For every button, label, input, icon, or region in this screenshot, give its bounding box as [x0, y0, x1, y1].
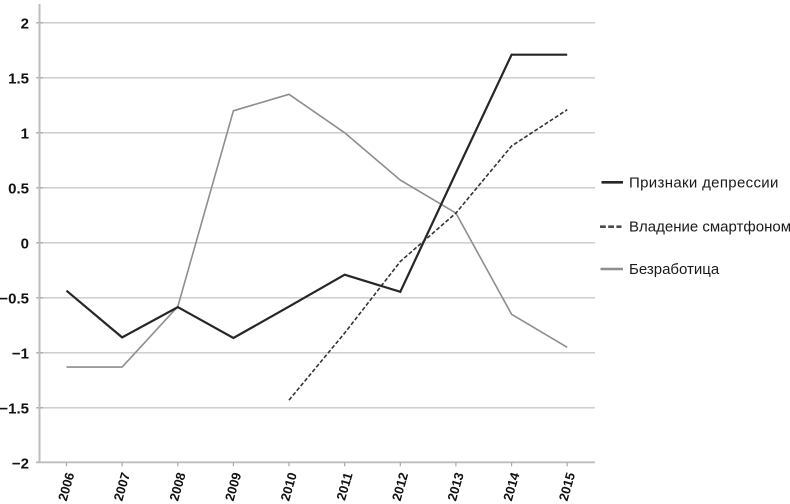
- svg-text:2011: 2011: [333, 471, 355, 502]
- svg-text:Владение смартфоном: Владение смартфоном: [629, 219, 790, 236]
- svg-text:0.5: 0.5: [8, 181, 29, 198]
- svg-text:1: 1: [21, 126, 29, 143]
- svg-text:−1: −1: [12, 346, 29, 363]
- svg-text:−1.5: −1.5: [0, 401, 29, 418]
- svg-text:−0.5: −0.5: [0, 291, 29, 308]
- svg-text:0: 0: [21, 236, 29, 253]
- svg-text:−2: −2: [12, 456, 29, 473]
- svg-text:2: 2: [21, 16, 29, 33]
- svg-text:1.5: 1.5: [8, 71, 29, 88]
- svg-text:Безработица: Безработица: [629, 261, 720, 278]
- svg-text:Признаки депрессии: Признаки депрессии: [629, 174, 779, 191]
